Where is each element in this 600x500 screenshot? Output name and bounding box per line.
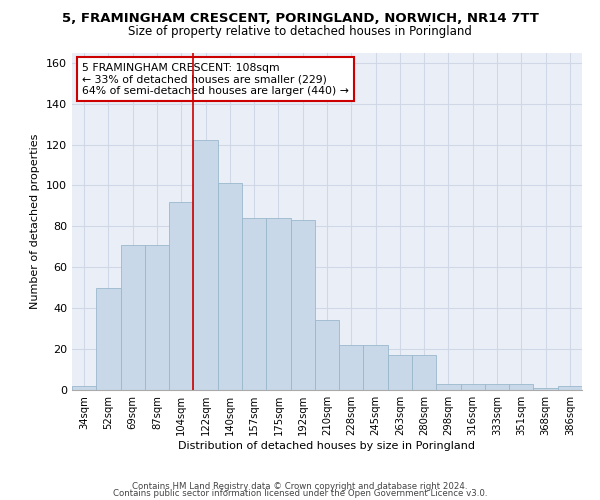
Text: 5, FRAMINGHAM CRESCENT, PORINGLAND, NORWICH, NR14 7TT: 5, FRAMINGHAM CRESCENT, PORINGLAND, NORW… (62, 12, 538, 26)
Bar (461, 384, 485, 390)
Bar (388, 355, 412, 390)
Bar (485, 384, 509, 390)
Bar (339, 345, 364, 390)
Text: 5 FRAMINGHAM CRESCENT: 108sqm
← 33% of detached houses are smaller (229)
64% of : 5 FRAMINGHAM CRESCENT: 108sqm ← 33% of d… (82, 62, 349, 96)
Bar (96, 288, 121, 390)
Bar (533, 388, 558, 390)
Bar (145, 245, 169, 390)
X-axis label: Distribution of detached houses by size in Poringland: Distribution of detached houses by size … (179, 441, 476, 451)
Bar (121, 245, 145, 390)
Bar (315, 320, 339, 390)
Text: Contains HM Land Registry data © Crown copyright and database right 2024.: Contains HM Land Registry data © Crown c… (132, 482, 468, 491)
Bar (436, 384, 461, 390)
Bar (364, 345, 388, 390)
Text: Size of property relative to detached houses in Poringland: Size of property relative to detached ho… (128, 25, 472, 38)
Bar (509, 384, 533, 390)
Bar (242, 218, 266, 390)
Bar (169, 202, 193, 390)
Bar (290, 220, 315, 390)
Y-axis label: Number of detached properties: Number of detached properties (31, 134, 40, 309)
Bar (558, 386, 582, 390)
Bar (193, 140, 218, 390)
Bar (266, 218, 290, 390)
Bar (218, 184, 242, 390)
Bar (412, 355, 436, 390)
Text: Contains public sector information licensed under the Open Government Licence v3: Contains public sector information licen… (113, 489, 487, 498)
Bar (72, 386, 96, 390)
